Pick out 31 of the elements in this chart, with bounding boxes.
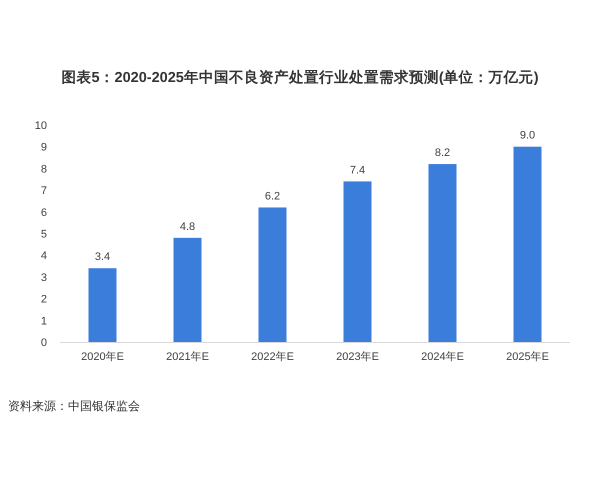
y-tick-label: 9 (40, 142, 47, 154)
bar (258, 207, 286, 342)
data-label: 6.2 (264, 190, 280, 202)
y-tick-label: 2 (40, 294, 47, 306)
chart-title: 图表5：2020-2025年中国不良资产处置行业处置需求预测(单位：万亿元) (61, 68, 539, 86)
y-tick-label: 10 (34, 120, 47, 132)
bar (88, 268, 116, 342)
bar (174, 238, 202, 342)
bar (344, 181, 372, 342)
y-tick-label: 4 (40, 250, 47, 262)
y-tick-label: 8 (40, 163, 47, 176)
x-tick-label: 2025年E (506, 351, 549, 363)
y-tick-label: 1 (40, 315, 47, 328)
bar (428, 164, 456, 342)
data-label: 4.8 (180, 220, 196, 233)
x-tick-label: 2024年E (421, 351, 464, 363)
text: 资料来源：中国银保监会 (8, 399, 140, 413)
x-tick-label: 2023年E (336, 351, 379, 363)
data-label: 9.0 (520, 130, 536, 142)
y-tick-label: 6 (40, 206, 47, 219)
bar (514, 146, 542, 342)
y-tick-label: 5 (40, 228, 47, 240)
data-label: 3.4 (94, 251, 110, 264)
y-tick-label: 7 (40, 185, 47, 198)
x-tick-label: 2021年E (166, 351, 209, 363)
y-tick-label: 3 (40, 272, 47, 284)
y-tick-label: 0 (40, 337, 47, 349)
x-tick-label: 2022年E (251, 351, 294, 363)
data-label: 8.2 (434, 147, 450, 160)
data-label: 7.4 (350, 164, 366, 176)
x-tick-label: 2020年E (81, 351, 124, 363)
